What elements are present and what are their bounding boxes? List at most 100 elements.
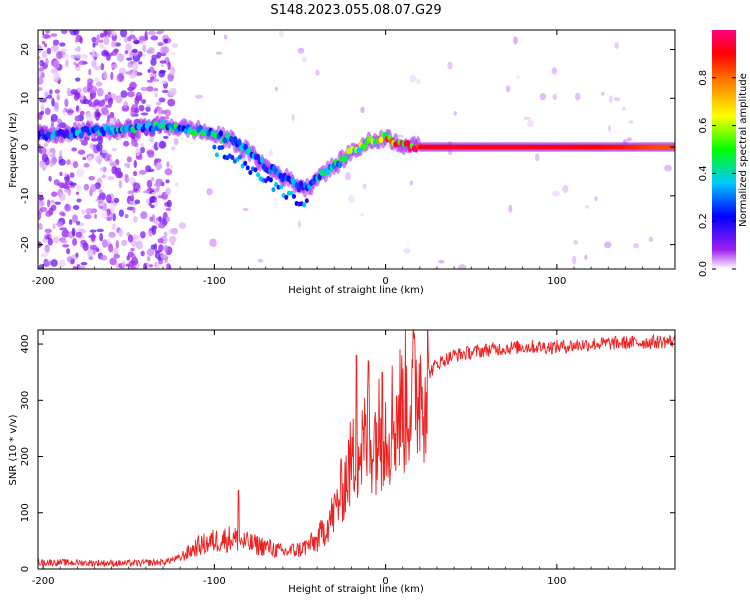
heatmap-noise-cell xyxy=(89,143,94,150)
heatmap-noise-cell xyxy=(56,118,63,124)
heatmap-noise-cell xyxy=(50,113,58,122)
heatmap-noise-cell xyxy=(39,97,47,103)
heatmap-noise-cell xyxy=(66,87,71,97)
heatmap-ridge-cell xyxy=(356,147,361,154)
heatmap-noise-cell xyxy=(453,111,457,116)
heatmap-noise-cell xyxy=(153,109,157,114)
heatmap-noise-cell xyxy=(72,161,79,169)
heatmap-noise-cell xyxy=(60,48,68,52)
heatmap-noise-cell xyxy=(66,185,70,190)
heatmap-noise-cell xyxy=(50,199,55,204)
heatmap-noise-cell xyxy=(111,30,117,37)
heatmap-noise-cell xyxy=(98,39,104,44)
heatmap-noise-cell xyxy=(100,106,108,115)
heatmap-noise-cell xyxy=(128,177,136,184)
heatmap-noise-cell xyxy=(83,183,90,191)
heatmap-noise-cell xyxy=(120,90,128,98)
heatmap-branch-cell xyxy=(284,194,289,200)
heatmap-noise-cell xyxy=(149,196,155,204)
heatmap-noise-cell xyxy=(47,151,54,157)
heatmap-noise-cell xyxy=(648,236,654,243)
heatmap-noise-cell xyxy=(69,182,77,187)
heatmap-noise-cell xyxy=(118,209,125,217)
heatmap-noise-cell xyxy=(74,47,78,52)
heatmap-noise-cell xyxy=(80,54,89,59)
heatmap-noise-cell xyxy=(73,61,77,65)
heatmap-noise-cell xyxy=(79,36,83,44)
heatmap-noise-cell xyxy=(100,62,105,71)
heatmap-noise-cell xyxy=(160,63,164,68)
heatmap-noise-cell xyxy=(131,240,137,247)
heatmap-noise-cell xyxy=(109,204,116,213)
heatmap-noise-cell xyxy=(146,256,151,262)
heatmap-noise-cell xyxy=(114,169,122,179)
heatmap-noise-cell xyxy=(297,47,305,54)
heatmap-noise-cell xyxy=(50,259,58,267)
heatmap-noise-cell xyxy=(156,181,160,191)
heatmap-noise-cell xyxy=(118,67,127,75)
heatmap-branch-cell xyxy=(291,193,296,199)
spectrogram-y-label: Frequency (Hz) xyxy=(8,112,19,188)
heatmap-noise-cell xyxy=(132,170,138,177)
heatmap-noise-cell xyxy=(127,91,135,98)
heatmap-noise-cell xyxy=(66,248,71,255)
heatmap-noise-cell xyxy=(85,207,94,215)
heatmap-noise-cell xyxy=(209,238,217,248)
heatmap-ridge-cell xyxy=(296,185,302,193)
heatmap-noise-cell xyxy=(127,61,133,68)
heatmap-noise-cell xyxy=(171,43,179,48)
heatmap-noise-cell xyxy=(132,233,137,242)
heatmap-noise-cell xyxy=(78,60,87,66)
heatmap-ridge-cell xyxy=(237,139,242,146)
heatmap-noise-cell xyxy=(149,216,153,222)
heatmap-noise-cell xyxy=(175,182,179,187)
heatmap-noise-cell xyxy=(664,164,672,172)
heatmap-noise-cell xyxy=(107,97,114,106)
heatmap-noise-cell xyxy=(59,171,63,177)
heatmap-noise-cell xyxy=(61,240,68,244)
heatmap-noise-cell xyxy=(140,143,145,148)
heatmap-noise-cell xyxy=(111,147,118,152)
spectrogram-y-tick-label: 0 xyxy=(20,144,31,150)
heatmap-noise-cell xyxy=(77,149,86,155)
heatmap-noise-cell xyxy=(44,43,48,48)
heatmap-noise-cell xyxy=(158,244,164,252)
heatmap-noise-cell xyxy=(118,180,123,189)
heatmap-noise-cell xyxy=(118,228,124,238)
heatmap-noise-cell xyxy=(71,147,77,152)
heatmap-noise-cell xyxy=(53,72,61,82)
heatmap-branch-cell xyxy=(302,202,307,208)
heatmap-noise-cell xyxy=(70,54,78,59)
heatmap-noise-cell xyxy=(56,50,63,60)
heatmap-branch-cell xyxy=(212,144,217,150)
heatmap-noise-cell xyxy=(158,141,167,149)
heatmap-noise-cell xyxy=(124,214,129,219)
heatmap-noise-cell xyxy=(56,93,60,101)
heatmap-noise-cell xyxy=(38,191,43,197)
spectrogram-x-tick-label: -100 xyxy=(203,276,226,287)
heatmap-noise-cell xyxy=(41,50,48,59)
heatmap-noise-cell xyxy=(153,243,158,251)
heatmap-noise-cell xyxy=(171,146,176,151)
heatmap-noise-cell xyxy=(88,256,94,261)
heatmap-noise-cell xyxy=(129,81,137,90)
heatmap-branch-cell xyxy=(230,154,235,160)
heatmap-noise-cell xyxy=(54,201,61,205)
heatmap-noise-cell xyxy=(124,162,129,168)
heatmap-noise-cell xyxy=(64,98,69,108)
heatmap-noise-cell xyxy=(101,174,107,179)
heatmap-noise-cell xyxy=(138,104,145,112)
heatmap-noise-cell xyxy=(148,230,153,237)
heatmap-noise-cell xyxy=(72,30,80,36)
heatmap-noise-cell xyxy=(127,190,135,195)
snr-x-tick-label: 100 xyxy=(547,576,566,587)
heatmap-noise-cell xyxy=(95,81,103,87)
heatmap-noise-cell xyxy=(44,228,52,234)
heatmap-ridge-cell xyxy=(101,130,106,137)
heatmap-noise-cell xyxy=(140,231,146,239)
heatmap-noise-cell xyxy=(163,38,168,44)
heatmap-noise-cell xyxy=(134,199,141,205)
heatmap-noise-cell xyxy=(58,158,66,166)
heatmap-noise-cell xyxy=(109,111,115,119)
heatmap-noise-cell xyxy=(146,85,154,92)
